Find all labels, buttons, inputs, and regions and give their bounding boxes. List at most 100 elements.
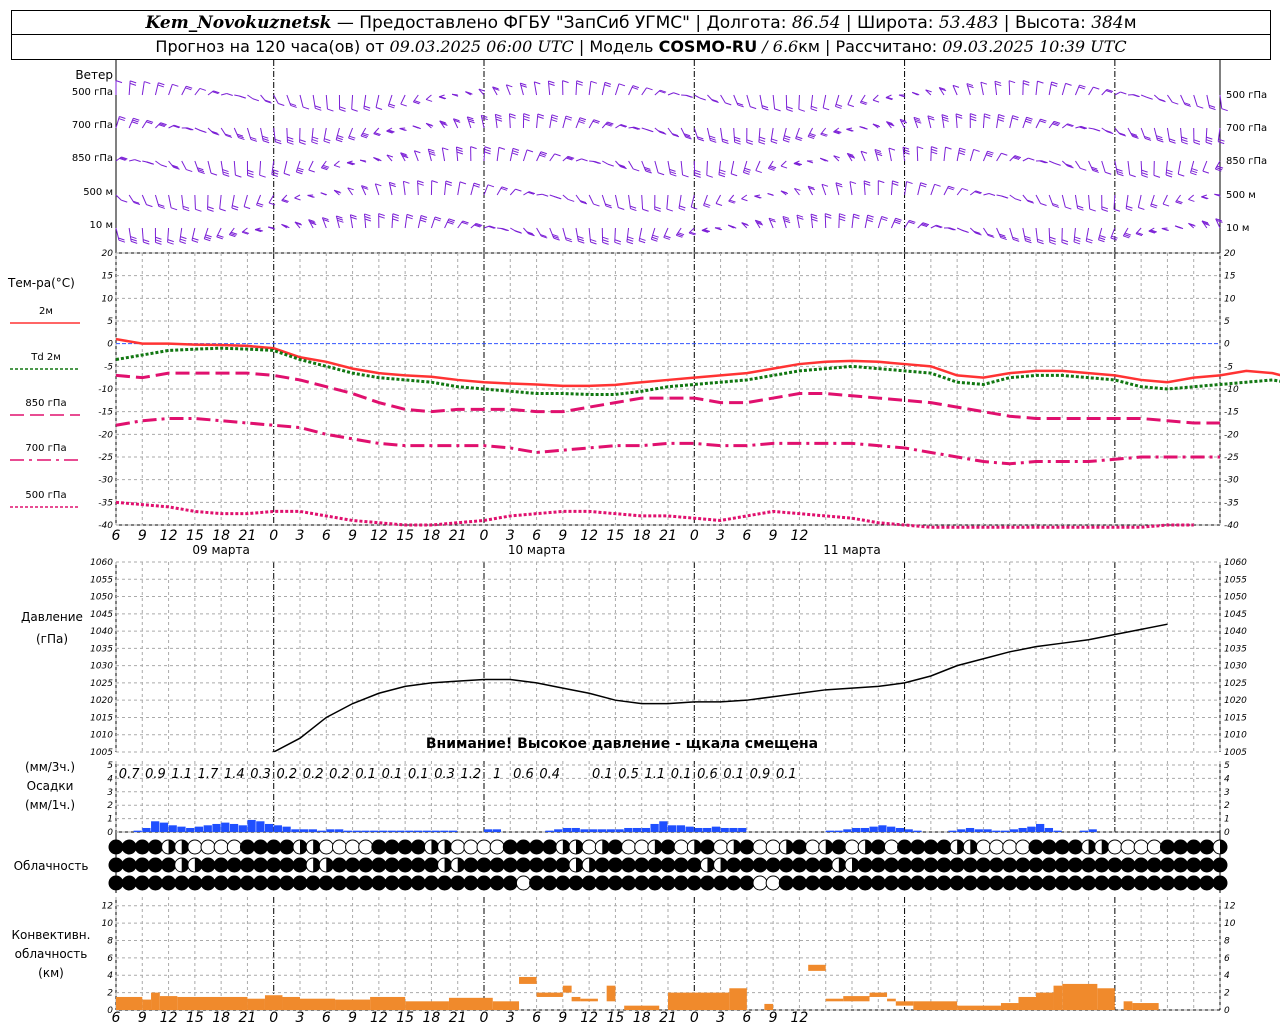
wind-barb-flag [1054,162,1061,166]
wind-barb-flag [199,129,206,133]
wind-barb-flag [684,134,691,138]
pressure-ytick-left: 1045 [90,610,113,620]
cloud-symbol [108,857,124,873]
wind-barb-flag [679,205,686,209]
wind-barb-flag [646,128,653,132]
wind-barb-flag [118,237,125,241]
precip-bar [711,826,721,832]
convective-bar [913,1001,958,1010]
cloud-symbol [266,875,282,891]
bottom-hour-label: 3 [296,1010,305,1024]
top-hour-label: 15 [607,528,625,544]
wind-barb-flag [120,157,127,161]
wind-barb-flag [1105,129,1112,133]
wind-barb-flag [1135,233,1143,237]
wind-barb-flag [794,162,802,166]
wind-barb-flag [364,215,371,219]
temp-ytick-left: 0 [107,340,113,350]
precip-bar [694,827,703,832]
bottom-hour-label: 3 [506,1010,515,1024]
cloud-symbol-half [562,840,570,855]
wind-barb-flag [426,123,434,127]
forecast-start: 09.03.2025 06:00 UTC [389,37,574,56]
wind-barb-flag [782,215,790,219]
cloud-symbol [607,857,623,873]
cloud-symbol [699,875,715,891]
wind-barb-flag [475,223,482,227]
wind-barb [549,153,556,162]
wind-barb-flag [887,122,894,126]
wind-barb-flag [1176,200,1183,204]
wind-barb-flag [657,172,665,176]
top-hour-label: 21 [659,528,677,544]
wind-barb-flag [970,115,977,119]
wind-barb-flag [157,84,164,88]
wind-barb [519,83,524,96]
wind-barb-flag [403,180,410,184]
convective-bar [1036,992,1054,1010]
wind-barb [741,194,748,200]
wind-barb-flag [796,136,803,140]
top-hour-label: 0 [690,528,699,544]
precip-bar [492,829,502,832]
forecast-prefix: Прогноз на 120 часа(ов) от [155,37,390,56]
temp-ytick-left: 15 [102,272,114,282]
wind-barb-flag [489,225,496,229]
wind-barb-flag [362,132,369,136]
wind-barb-flag [526,149,534,153]
wind-barb-flag [1093,86,1100,90]
wind-barb-flag [185,127,192,131]
pressure-ytick-right: 1035 [1224,644,1247,654]
cloud-symbol [174,875,190,891]
bottom-hour-label: 6 [112,1010,121,1024]
cloud-symbol [975,857,991,873]
cloud-symbol [1199,857,1215,873]
wind-barb-flag [867,214,874,218]
temp-ytick-right: -15 [1224,408,1239,418]
precip-bar [264,823,274,832]
wind-barb-flag [225,134,233,138]
cloud-symbol [226,857,242,873]
cloud-symbol [226,875,242,891]
wind-barb-flag [389,184,396,188]
wind-barb-flag [908,221,915,225]
convective-bar [370,996,406,1010]
wind-barb-flag [592,160,599,164]
wind-barb [348,127,354,139]
cloud-symbol [371,875,387,891]
wind-barb-flag [1052,203,1059,207]
wind-barb-flag [1151,203,1158,207]
wind-barb-flag [185,87,192,91]
cloud-symbol [279,875,295,891]
wind-barb-flag [927,115,935,119]
precip-ytick-left: 3 [107,788,113,798]
wind-barb-flag [336,139,343,143]
wind-barb-flag [439,120,446,124]
wind-barb-flag [1101,208,1109,212]
convective-bar [151,992,160,1010]
cloud-symbol [410,839,426,855]
wind-barb [494,114,498,129]
wind-barb-flag [1172,101,1179,105]
wind-barb-flag [1116,168,1123,172]
cloud-symbol [883,839,899,855]
wind-barb [1048,160,1055,164]
wind-barb [505,84,511,96]
convective-bar [764,1003,774,1010]
wind-barb-flag [364,105,371,109]
wind-barb-flag [704,203,711,207]
convective-bar [1053,985,1063,1010]
cloud-symbol [739,875,755,891]
wind-barb-flag [420,217,427,221]
wind-barb-flag [864,182,871,186]
wind-barb [890,180,893,196]
calc-label: | Рассчитано: [819,37,943,56]
precip-title: Осадки [26,779,74,793]
temp-ytick-right: 10 [1224,294,1236,304]
wind-barb [536,113,539,129]
wind-barb-flag [593,119,600,123]
cloud-symbol [410,857,426,873]
precip-bar [834,830,843,832]
bottom-hour-label: 18 [423,1010,441,1024]
precip-3h-label: 0.1 [355,767,376,782]
